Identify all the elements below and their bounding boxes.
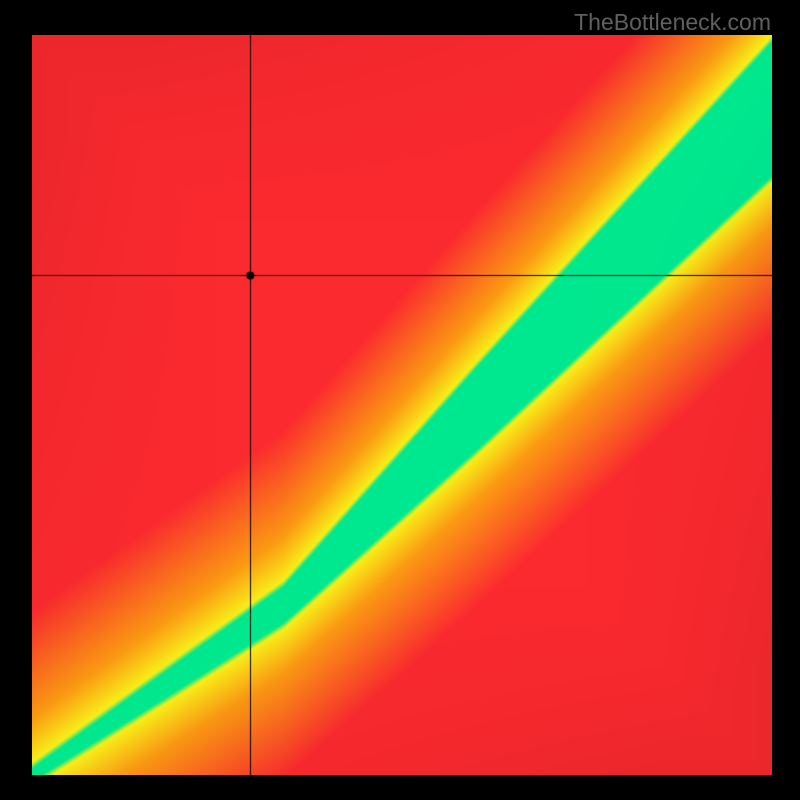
bottleneck-heatmap	[32, 35, 772, 775]
chart-container: TheBottleneck.com	[0, 0, 800, 800]
watermark-text: TheBottleneck.com	[574, 9, 771, 36]
